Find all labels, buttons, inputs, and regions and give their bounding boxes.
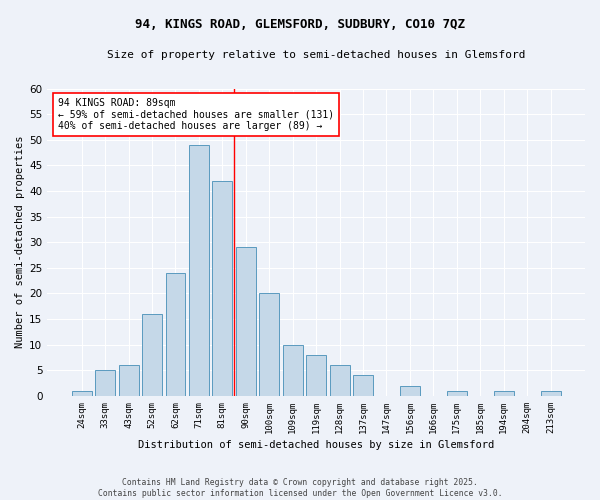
Title: Size of property relative to semi-detached houses in Glemsford: Size of property relative to semi-detach…	[107, 50, 526, 60]
Bar	[189, 145, 209, 396]
Bar	[72, 391, 92, 396]
Bar	[353, 376, 373, 396]
Bar	[119, 365, 139, 396]
Bar	[142, 314, 162, 396]
Y-axis label: Number of semi-detached properties: Number of semi-detached properties	[15, 136, 25, 348]
Text: 94 KINGS ROAD: 89sqm
← 59% of semi-detached houses are smaller (131)
40% of semi: 94 KINGS ROAD: 89sqm ← 59% of semi-detac…	[58, 98, 334, 131]
Bar	[306, 355, 326, 396]
Bar	[494, 391, 514, 396]
Bar	[259, 294, 279, 396]
Bar	[212, 181, 232, 396]
Bar	[236, 248, 256, 396]
Bar	[400, 386, 420, 396]
Bar	[447, 391, 467, 396]
Bar	[283, 344, 302, 396]
Bar	[166, 273, 185, 396]
Bar	[95, 370, 115, 396]
Bar	[329, 365, 350, 396]
Bar	[541, 391, 560, 396]
Text: Contains HM Land Registry data © Crown copyright and database right 2025.
Contai: Contains HM Land Registry data © Crown c…	[98, 478, 502, 498]
Text: 94, KINGS ROAD, GLEMSFORD, SUDBURY, CO10 7QZ: 94, KINGS ROAD, GLEMSFORD, SUDBURY, CO10…	[135, 18, 465, 30]
X-axis label: Distribution of semi-detached houses by size in Glemsford: Distribution of semi-detached houses by …	[138, 440, 494, 450]
